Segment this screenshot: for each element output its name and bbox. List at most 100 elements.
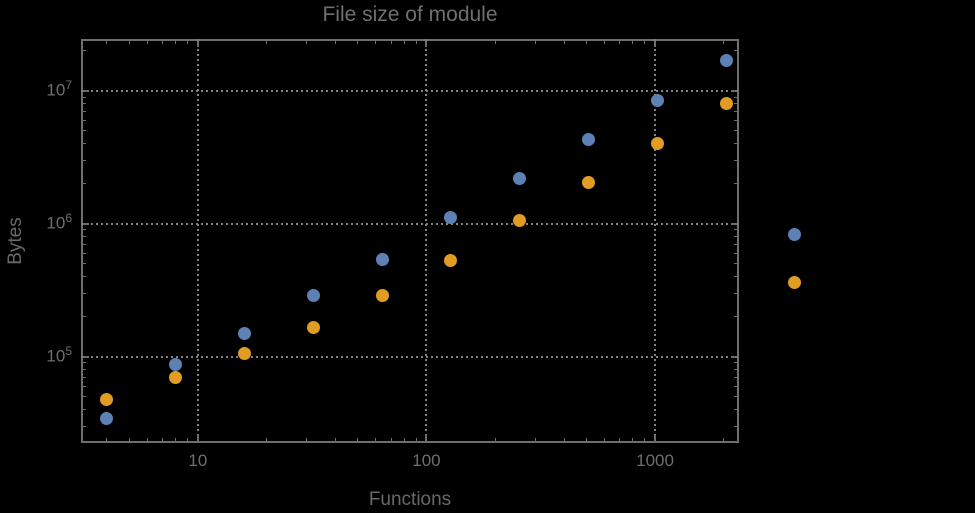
y-tick — [83, 369, 86, 371]
y-tick — [83, 89, 89, 92]
y-tick — [734, 369, 737, 371]
y-tick — [734, 111, 737, 113]
x-tick — [644, 41, 646, 44]
y-tick — [83, 355, 89, 358]
h-gridline — [81, 355, 739, 358]
y-tick — [83, 243, 86, 245]
y-tick — [83, 159, 86, 161]
x-tick — [128, 438, 130, 441]
y-tick — [731, 89, 737, 92]
y-tick — [734, 243, 737, 245]
data-point-series-2-orange — [719, 96, 733, 110]
y-tick — [734, 96, 737, 98]
x-tick — [266, 438, 268, 441]
y-tick — [83, 425, 86, 427]
x-tick-label: 10 — [188, 451, 208, 470]
y-tick — [83, 376, 86, 378]
x-tick — [196, 435, 199, 441]
x-tick — [425, 435, 428, 441]
plot-frame — [81, 39, 739, 443]
y-tick — [83, 385, 86, 387]
y-tick-label: 107 — [46, 77, 72, 100]
x-tick-label: 100 — [412, 451, 441, 470]
x-tick — [390, 438, 392, 441]
y-tick — [83, 143, 86, 145]
x-tick-label: 1000 — [636, 451, 674, 470]
x-tick — [375, 438, 377, 441]
y-tick — [83, 111, 86, 113]
y-tick-exponent: 6 — [65, 210, 72, 225]
x-tick — [585, 438, 587, 441]
y-tick — [734, 130, 737, 132]
y-tick — [734, 362, 737, 364]
y-axis-label: Bytes — [5, 217, 26, 265]
data-point-series-1-blue — [100, 412, 114, 426]
y-tick — [734, 229, 737, 231]
y-tick — [734, 396, 737, 398]
x-tick — [357, 438, 359, 441]
x-tick — [619, 438, 621, 441]
data-point-series-2-orange — [788, 276, 802, 290]
x-tick — [535, 41, 537, 44]
data-point-series-1-blue — [513, 171, 527, 185]
y-tick — [734, 409, 737, 411]
y-tick — [83, 252, 86, 254]
data-point-series-1-blue — [582, 133, 596, 147]
y-tick — [83, 130, 86, 132]
y-tick — [734, 236, 737, 238]
data-point-series-1-blue — [444, 211, 458, 225]
y-tick — [83, 236, 86, 238]
x-tick — [306, 41, 308, 44]
data-point-series-2-orange — [650, 136, 664, 150]
y-tick — [83, 50, 86, 52]
v-gridline — [654, 39, 657, 443]
x-tick — [415, 41, 417, 44]
y-tick-exponent: 7 — [65, 77, 72, 92]
y-tick — [83, 362, 86, 364]
x-tick — [603, 41, 605, 44]
data-point-series-1-blue — [719, 54, 733, 68]
x-tick — [425, 41, 428, 47]
x-tick — [161, 41, 163, 44]
x-tick — [106, 41, 108, 44]
x-tick — [161, 438, 163, 441]
y-tick — [734, 183, 737, 185]
x-tick — [106, 438, 108, 441]
x-tick — [357, 41, 359, 44]
x-tick — [128, 41, 130, 44]
y-tick — [734, 376, 737, 378]
y-tick — [83, 183, 86, 185]
y-tick — [734, 159, 737, 161]
v-gridline — [425, 39, 428, 443]
x-tick — [494, 438, 496, 441]
y-tick — [734, 252, 737, 254]
y-tick — [734, 292, 737, 294]
x-tick — [375, 41, 377, 44]
y-tick — [83, 119, 86, 121]
x-tick — [563, 41, 565, 44]
y-tick — [734, 143, 737, 145]
x-tick — [196, 41, 199, 47]
y-tick — [734, 119, 737, 121]
v-gridline — [196, 39, 199, 443]
data-point-series-1-blue — [306, 288, 320, 302]
y-tick — [734, 385, 737, 387]
x-tick — [619, 41, 621, 44]
data-point-series-2-orange — [100, 392, 114, 406]
x-tick — [175, 41, 177, 44]
x-tick — [563, 438, 565, 441]
y-tick — [731, 222, 737, 225]
y-tick — [734, 263, 737, 265]
y-tick — [83, 263, 86, 265]
x-tick — [632, 41, 634, 44]
y-tick — [734, 50, 737, 52]
y-tick — [734, 276, 737, 278]
chart-title: File size of module — [322, 3, 498, 26]
x-tick — [632, 438, 634, 441]
data-point-series-2-orange — [582, 175, 596, 189]
y-tick — [83, 396, 86, 398]
y-tick — [83, 316, 86, 318]
x-tick — [644, 438, 646, 441]
y-tick-label: 106 — [46, 210, 72, 233]
